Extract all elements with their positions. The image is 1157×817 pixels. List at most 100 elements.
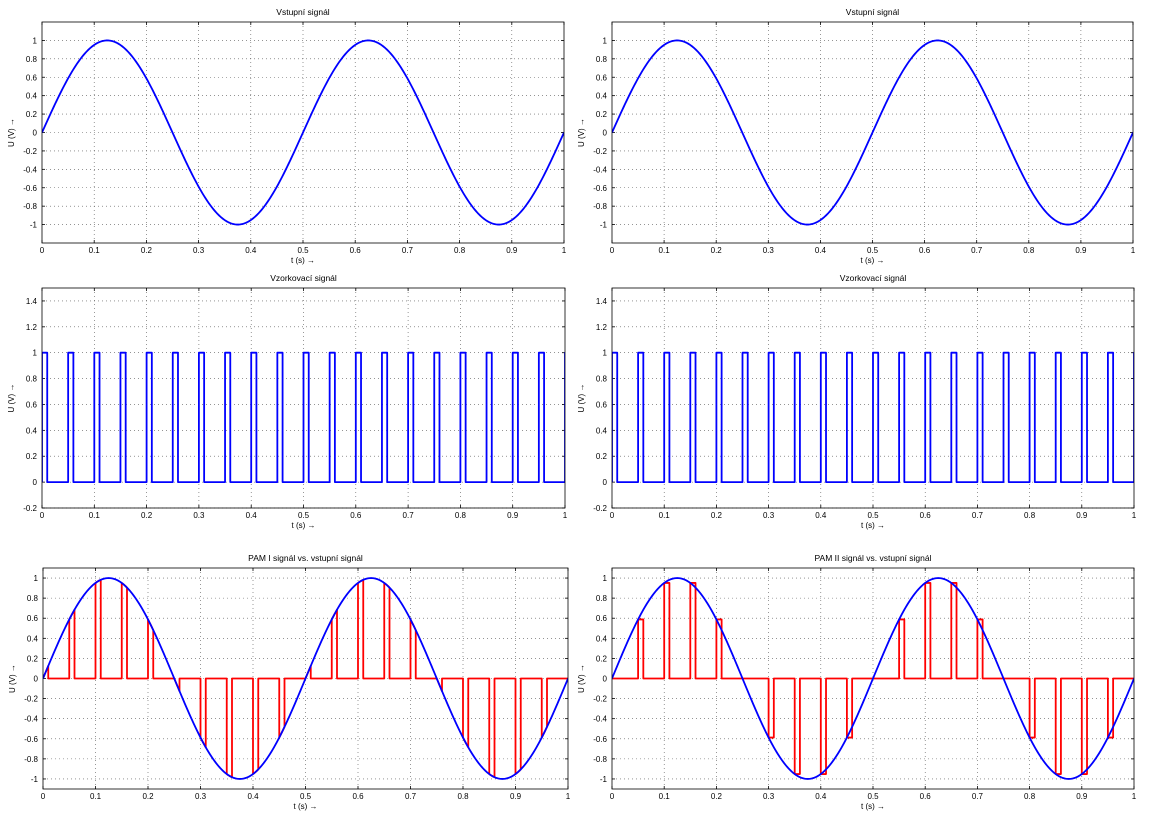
x-tick-label: 0.2 <box>711 511 723 520</box>
plot-frame <box>42 567 569 790</box>
x-tick-label: 0.9 <box>507 511 519 520</box>
y-tick-label: -0.2 <box>593 147 607 156</box>
series-line-1 <box>43 577 568 780</box>
y-tick-label: 0.2 <box>596 654 608 663</box>
y-tick-label: 0.4 <box>596 92 608 101</box>
y-tick-label: 0.6 <box>26 400 38 409</box>
x-tick-label: 0.8 <box>457 792 469 801</box>
plot-frame <box>41 287 566 509</box>
series-line-0 <box>42 351 565 484</box>
series-line-0 <box>612 351 1134 484</box>
x-tick-label: 0.3 <box>763 792 775 801</box>
y-axis-label: U (V) → <box>578 664 586 693</box>
chart-title: PAM I signál vs. vstupní signál <box>248 553 363 563</box>
y-tick-label: 0.4 <box>27 634 39 643</box>
x-tick-label: 1 <box>1131 246 1136 255</box>
y-axis-label: U (V) → <box>7 384 16 413</box>
y-tick-label: 1 <box>34 574 39 583</box>
y-tick-label: 0.6 <box>596 400 608 409</box>
x-axis-label: t (s) → <box>861 256 885 265</box>
series-line-1 <box>612 577 1134 780</box>
plot-frame <box>611 287 1135 509</box>
y-axis-label: U (V) → <box>7 118 16 147</box>
x-tick-label: 0.5 <box>867 246 879 255</box>
y-axis-label: U (V) → <box>578 384 586 413</box>
x-tick-label: 0.6 <box>919 246 931 255</box>
x-tick-label: 0.7 <box>972 792 984 801</box>
x-tick-label: 0.8 <box>1023 246 1035 255</box>
chart-title: Vzorkovací signál <box>270 273 337 283</box>
y-tick-label: 1 <box>603 36 608 45</box>
y-tick-label: 0.6 <box>27 614 39 623</box>
x-tick-label: 0.6 <box>352 792 364 801</box>
y-tick-label: 0.2 <box>26 110 38 119</box>
y-tick-label: -0.8 <box>593 202 607 211</box>
y-tick-label: 0 <box>603 675 608 684</box>
x-tick-label: 0.8 <box>1024 511 1036 520</box>
x-tick-label: 0.7 <box>403 511 415 520</box>
x-tick-label: 0.9 <box>510 792 522 801</box>
y-tick-label: 0.8 <box>26 375 38 384</box>
x-tick-label: 0.2 <box>141 246 153 255</box>
y-tick-label: 0 <box>33 478 38 487</box>
y-tick-label: 0.6 <box>596 73 608 82</box>
y-tick-label: 0.2 <box>596 452 608 461</box>
x-tick-label: 0.8 <box>1024 792 1036 801</box>
x-tick-label: 0.5 <box>867 511 879 520</box>
chart-pam2-vs-input: 0 0.1 0.2 0.3 0.4 0.5 0.6 0.7 0.8 0.9 1 -1 -0.8 -0.6 -… <box>578 544 1157 817</box>
x-tick-label: 0.5 <box>300 792 312 801</box>
x-tick-label: 0.9 <box>1075 246 1087 255</box>
chart-input-signal-left: 0 0.1 0.2 0.3 0.4 0.5 0.6 0.7 0.8 0.9 1 -1 -0.8 -0.6 -… <box>0 0 578 272</box>
y-tick-label: 0.8 <box>26 55 38 64</box>
x-tick-label: 0.9 <box>1076 792 1088 801</box>
y-tick-label: -0.6 <box>593 735 607 744</box>
x-tick-label: 0.1 <box>659 511 671 520</box>
plot-frame <box>611 567 1135 790</box>
x-axis-label: t (s) → <box>861 802 885 811</box>
y-tick-label: 1 <box>33 36 38 45</box>
y-tick-label: 0 <box>34 675 39 684</box>
x-tick-label: 0.2 <box>141 511 153 520</box>
y-tick-label: 1 <box>33 349 38 358</box>
y-tick-label: 0.6 <box>26 73 38 82</box>
y-tick-label: -0.2 <box>593 695 607 704</box>
x-tick-label: 0.4 <box>245 246 257 255</box>
x-tick-label: 0 <box>610 511 615 520</box>
chart-title: Vzorkovací signál <box>840 273 907 283</box>
y-tick-label: -1 <box>31 775 39 784</box>
x-tick-label: 0.3 <box>763 246 775 255</box>
y-axis-label: U (V) → <box>8 664 17 693</box>
x-tick-label: 0 <box>610 792 615 801</box>
y-tick-label: -0.6 <box>24 735 38 744</box>
x-tick-label: 0.1 <box>89 511 101 520</box>
x-tick-label: 0.5 <box>867 792 879 801</box>
plot-frame <box>41 21 565 244</box>
x-tick-label: 1 <box>1132 792 1137 801</box>
chart-svg: 0 0.1 0.2 0.3 0.4 0.5 0.6 0.7 0.8 0.9 1 -1 -0.8 -0.6 -… <box>578 7 1136 265</box>
y-tick-label: 0.4 <box>26 92 38 101</box>
x-tick-label: 0.4 <box>246 511 258 520</box>
y-tick-label: -1 <box>600 775 608 784</box>
chart-sampling-signal-right: 0 0.1 0.2 0.3 0.4 0.5 0.6 0.7 0.8 0.9 1 -0.2 0 0.2 0.4… <box>578 272 1157 544</box>
x-tick-label: 0.3 <box>763 511 775 520</box>
y-tick-label: -0.8 <box>593 755 607 764</box>
y-tick-label: 0.4 <box>596 634 608 643</box>
y-tick-label: 0.2 <box>26 452 38 461</box>
x-axis-label: t (s) → <box>292 521 316 530</box>
x-tick-label: 0.7 <box>971 246 983 255</box>
y-tick-label: 0.2 <box>596 110 608 119</box>
x-tick-label: 0.6 <box>350 511 362 520</box>
series-line-0 <box>612 39 1133 226</box>
y-tick-label: 0 <box>603 129 608 138</box>
x-tick-label: 0.9 <box>506 246 518 255</box>
y-tick-label: -0.8 <box>23 202 37 211</box>
x-tick-label: 0.4 <box>815 511 827 520</box>
x-tick-label: 0.6 <box>920 792 932 801</box>
x-tick-label: 0.6 <box>920 511 932 520</box>
y-tick-label: -0.2 <box>593 504 607 513</box>
y-tick-label: 1.2 <box>26 323 38 332</box>
x-tick-label: 1 <box>563 511 568 520</box>
y-tick-label: 1.2 <box>596 323 608 332</box>
series-line-0 <box>42 39 564 226</box>
chart-title: Vstupní signál <box>846 7 900 17</box>
